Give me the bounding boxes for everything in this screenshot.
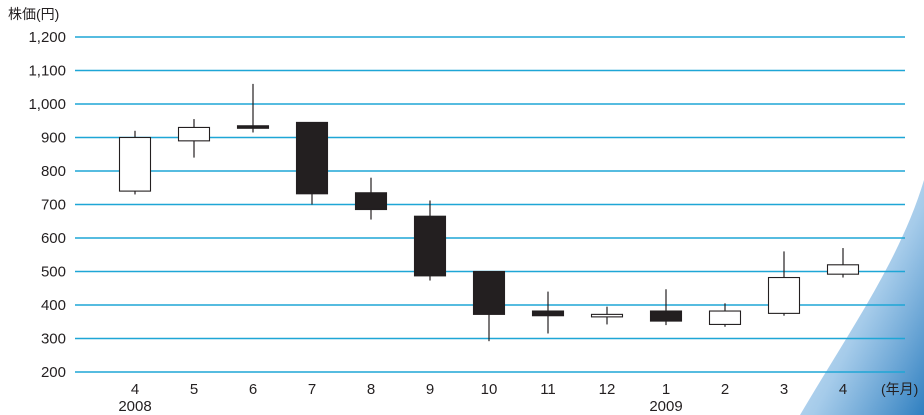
candle-body-up xyxy=(767,276,801,314)
x-tick-label: 12 xyxy=(599,381,616,398)
candle xyxy=(295,121,329,205)
x-axis-title: (年月) xyxy=(881,381,918,397)
x-tick-label: 7 xyxy=(308,381,316,398)
candle xyxy=(413,200,447,281)
x-tick-label: 4 xyxy=(839,381,847,398)
candle-body-down xyxy=(295,121,329,195)
x-tick-label: 6 xyxy=(249,381,257,398)
candle xyxy=(236,83,270,133)
y-tick-labels: 200 300 400 500 600 700 800 900 1,000 1,100 1,200 xyxy=(28,29,66,381)
x-tick-label: 10 xyxy=(481,381,498,398)
candle-body-down xyxy=(236,125,270,129)
candle-body-down xyxy=(531,310,565,317)
candle xyxy=(649,289,683,326)
candle xyxy=(531,291,565,334)
candle xyxy=(767,251,801,316)
x-tick-label: 2 xyxy=(721,381,729,398)
candles xyxy=(118,83,860,342)
candle-body-up xyxy=(708,310,742,325)
y-tick-label: 800 xyxy=(41,163,66,180)
candle-body-up xyxy=(177,126,211,142)
candle-body-up xyxy=(590,313,624,318)
y-tick-label: 600 xyxy=(41,230,66,247)
candle xyxy=(472,270,506,342)
y-tick-label: 1,200 xyxy=(28,29,66,46)
candle xyxy=(177,119,211,158)
candle xyxy=(354,177,388,220)
year-label: 2009 xyxy=(649,398,682,415)
x-tick-label: 1 xyxy=(662,381,670,398)
x-tick-label: 11 xyxy=(540,381,556,398)
candle xyxy=(826,248,860,278)
year-label: 2008 xyxy=(118,398,151,415)
y-tick-label: 200 xyxy=(41,364,66,381)
candle-body-down xyxy=(649,310,683,322)
candle xyxy=(590,306,624,325)
gridlines xyxy=(75,36,905,373)
candle-body-down xyxy=(472,270,506,315)
y-tick-label: 500 xyxy=(41,264,66,281)
candle-body-up xyxy=(826,264,860,275)
candle-body-down xyxy=(413,215,447,277)
x-tick-labels: 4 5 6 7 8 9 10 11 12 1 2 3 4 xyxy=(131,381,847,398)
x-tick-label: 5 xyxy=(190,381,198,398)
x-tick-label: 3 xyxy=(780,381,788,398)
y-tick-label: 900 xyxy=(41,130,66,147)
x-tick-label: 9 xyxy=(426,381,434,398)
candle-body-down xyxy=(354,192,388,211)
year-labels: 2008 2009 xyxy=(118,398,682,415)
y-tick-label: 1,000 xyxy=(28,96,66,113)
y-tick-label: 400 xyxy=(41,297,66,314)
y-tick-label: 300 xyxy=(41,331,66,348)
x-tick-label: 8 xyxy=(367,381,375,398)
y-tick-label: 700 xyxy=(41,197,66,214)
x-tick-label: 4 xyxy=(131,381,139,398)
candle xyxy=(118,130,152,195)
candle-body-up xyxy=(118,136,152,192)
candle xyxy=(708,303,742,327)
y-tick-label: 1,100 xyxy=(28,63,66,80)
decorative-swoosh xyxy=(800,180,924,415)
y-axis-title: 株価(円) xyxy=(8,6,59,22)
